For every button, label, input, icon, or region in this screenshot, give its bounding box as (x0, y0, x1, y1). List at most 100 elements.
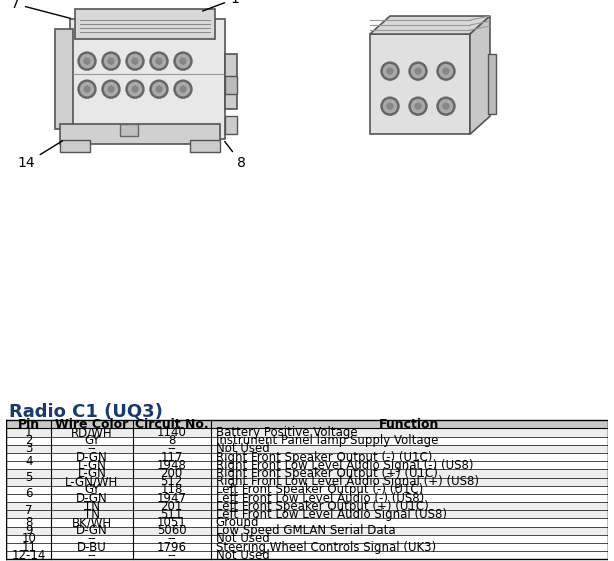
Circle shape (84, 86, 90, 92)
Circle shape (108, 86, 114, 92)
Text: Not Used: Not Used (216, 532, 270, 545)
Text: Ground: Ground (216, 516, 259, 529)
Text: 117: 117 (160, 450, 183, 463)
Circle shape (156, 86, 162, 92)
Text: 7: 7 (25, 504, 33, 517)
Text: Wire Color: Wire Color (55, 418, 128, 431)
Text: --: -- (167, 549, 176, 561)
Bar (225, 116, 237, 134)
Text: 5060: 5060 (157, 524, 187, 537)
Circle shape (176, 82, 190, 96)
Bar (70, 19, 225, 139)
Circle shape (132, 58, 138, 64)
Text: TN: TN (84, 500, 100, 513)
Circle shape (387, 103, 393, 109)
Circle shape (409, 62, 427, 80)
Bar (225, 76, 237, 94)
Text: 8: 8 (168, 434, 176, 447)
Text: 1051: 1051 (157, 516, 187, 529)
Circle shape (411, 65, 424, 77)
Text: RD/WH: RD/WH (71, 426, 113, 439)
Bar (120, 124, 138, 136)
Bar (55, 29, 73, 129)
Bar (225, 54, 237, 109)
Circle shape (150, 80, 168, 98)
Bar (6, 436, 608, 445)
Polygon shape (470, 16, 490, 134)
Text: --: -- (88, 443, 96, 456)
Bar (6, 470, 608, 477)
Circle shape (104, 54, 117, 68)
Circle shape (180, 58, 186, 64)
Text: Battery Positive Voltage: Battery Positive Voltage (216, 426, 357, 439)
Circle shape (132, 86, 138, 92)
Text: Left Front Speaker Output (+) (U1C): Left Front Speaker Output (+) (U1C) (216, 500, 429, 513)
Text: D-GN: D-GN (76, 524, 108, 537)
Circle shape (381, 62, 399, 80)
Circle shape (415, 103, 421, 109)
Text: BK/WH: BK/WH (72, 516, 112, 529)
Bar (6, 518, 608, 527)
Text: Right Front Low Level Audio Signal (+) (US8): Right Front Low Level Audio Signal (+) (… (216, 475, 478, 488)
Circle shape (437, 62, 455, 80)
Text: 1948: 1948 (157, 459, 187, 472)
Polygon shape (370, 16, 490, 34)
Text: --: -- (167, 532, 176, 545)
Circle shape (381, 97, 399, 115)
Bar (370, 34, 470, 134)
Text: Circuit No.: Circuit No. (135, 418, 208, 431)
Circle shape (78, 80, 96, 98)
Text: Left Front Low Level Audio Signal (US8): Left Front Low Level Audio Signal (US8) (216, 508, 446, 521)
Text: 8: 8 (225, 141, 246, 171)
Text: Radio C1 (UQ3): Radio C1 (UQ3) (9, 403, 163, 421)
Text: D-BU: D-BU (77, 541, 107, 554)
Circle shape (387, 68, 393, 74)
Text: 14: 14 (17, 141, 63, 171)
Circle shape (128, 82, 141, 96)
Text: 1140: 1140 (157, 426, 187, 439)
Bar (6, 429, 608, 436)
Text: 118: 118 (160, 484, 183, 496)
Text: Steering Wheel Controls Signal (UK3): Steering Wheel Controls Signal (UK3) (216, 541, 436, 554)
Text: 8: 8 (25, 516, 33, 529)
Circle shape (126, 80, 144, 98)
Circle shape (80, 54, 93, 68)
Circle shape (126, 52, 144, 70)
Text: Not Used: Not Used (216, 549, 270, 561)
Bar (6, 502, 608, 511)
Text: 9: 9 (25, 524, 33, 537)
Text: Function: Function (379, 418, 440, 431)
Text: 512: 512 (160, 475, 183, 488)
Bar (6, 535, 608, 543)
Bar (75, 9, 215, 39)
Circle shape (128, 54, 141, 68)
Text: Left Front Speaker Output (-) (U1C): Left Front Speaker Output (-) (U1C) (216, 484, 423, 496)
Bar (6, 551, 608, 559)
Text: L-GN: L-GN (77, 467, 106, 480)
Text: 6: 6 (25, 488, 33, 500)
Text: 10: 10 (21, 532, 36, 545)
Bar (190, 140, 220, 152)
Circle shape (443, 68, 449, 74)
Circle shape (150, 52, 168, 70)
Circle shape (384, 65, 397, 77)
Text: GY: GY (84, 484, 99, 496)
Text: D-GN: D-GN (76, 450, 108, 463)
Text: 1947: 1947 (157, 491, 187, 504)
Text: Left Front Low Level Audio (-) (US8): Left Front Low Level Audio (-) (US8) (216, 491, 424, 504)
Text: D-GN: D-GN (76, 491, 108, 504)
Circle shape (411, 100, 424, 113)
Text: 7: 7 (11, 0, 71, 19)
Circle shape (443, 103, 449, 109)
Text: Right Front Speaker Output (-) (U1C): Right Front Speaker Output (-) (U1C) (216, 450, 432, 463)
Circle shape (174, 52, 192, 70)
Bar (6, 527, 608, 535)
Circle shape (440, 65, 453, 77)
Bar (6, 445, 608, 453)
Circle shape (104, 82, 117, 96)
Text: GY: GY (84, 434, 99, 447)
Bar (488, 54, 496, 114)
Text: 511: 511 (160, 508, 183, 521)
Circle shape (108, 58, 114, 64)
Circle shape (384, 100, 397, 113)
